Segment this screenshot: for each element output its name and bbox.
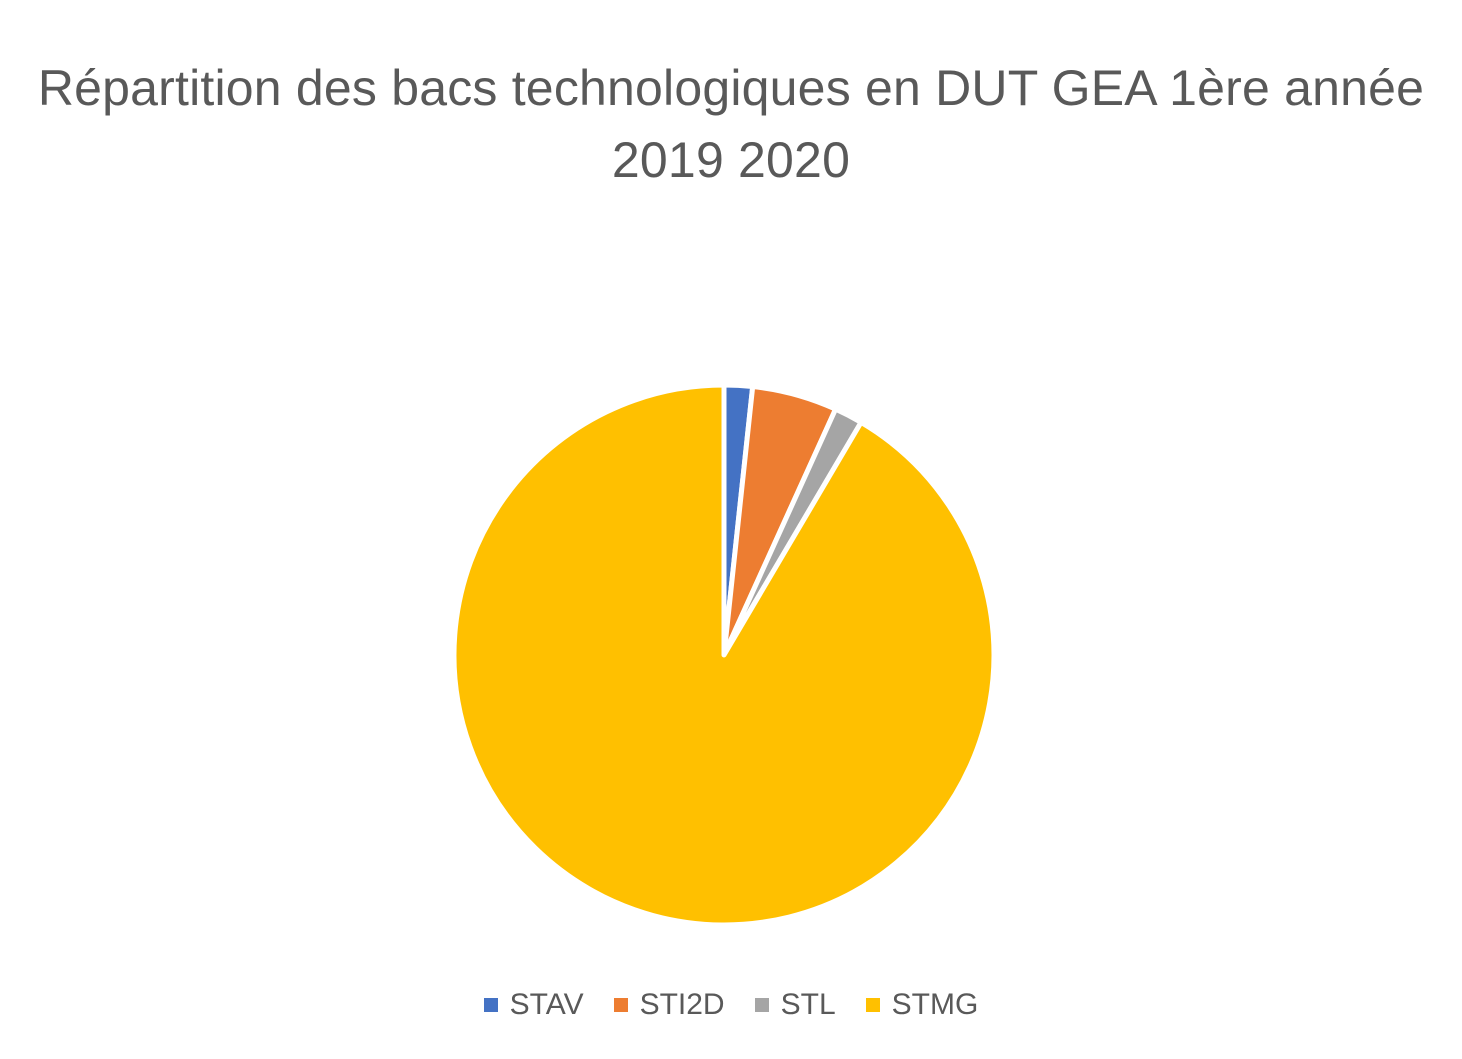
legend-item-sti2d: STI2D (613, 988, 725, 1022)
legend-swatch-stl (754, 998, 769, 1012)
legend-label-sti2d: STI2D (639, 988, 725, 1021)
legend-item-stl: STL (754, 988, 836, 1022)
chart-title-line-1: Répartition des bacs technologiques en D… (37, 60, 1425, 116)
pie-slice-stmg (451, 382, 997, 928)
chart-title: Répartition des bacs technologiques en D… (0, 52, 1462, 196)
legend-swatch-stmg (865, 998, 880, 1012)
legend-swatch-stav (483, 998, 498, 1012)
legend-label-stl: STL (780, 988, 836, 1021)
legend-label-stav: STAV (509, 988, 584, 1021)
legend-label-stmg: STMG (891, 988, 979, 1021)
chart-title-line-2: 2019 2020 (611, 132, 851, 188)
legend-swatch-sti2d (613, 998, 628, 1012)
legend-item-stav: STAV (483, 988, 584, 1022)
chart-legend: STAV STI2D STL STMG (0, 988, 1462, 1022)
legend-item-stmg: STMG (865, 988, 979, 1022)
pie-slices (451, 382, 997, 928)
